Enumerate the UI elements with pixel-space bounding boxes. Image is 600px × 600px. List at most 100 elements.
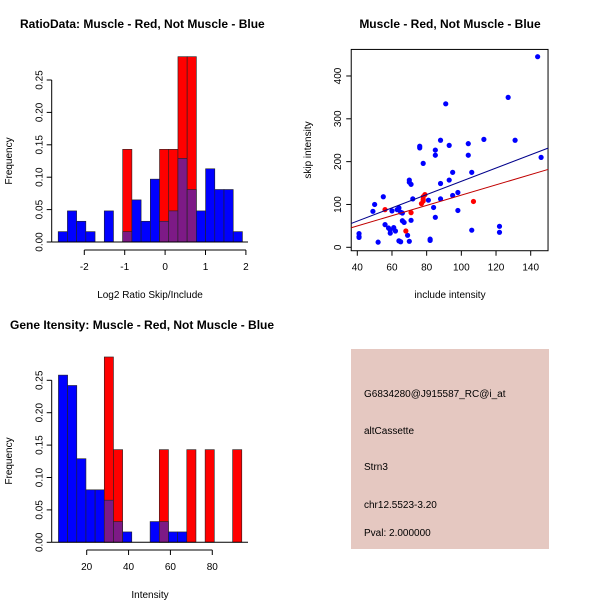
muscle-point — [408, 210, 414, 216]
bar-not-muscle — [177, 531, 188, 543]
intensity-histogram-ylabel: Frequency — [4, 437, 15, 484]
intensity-histogram: Gene Itensity: Muscle - Red, Not Muscle … — [4, 318, 274, 600]
x-tick-label: 80 — [421, 263, 433, 274]
muscle-point — [470, 198, 477, 205]
bar-muscle — [204, 449, 215, 543]
x-tick-label: 40 — [123, 562, 135, 573]
not-muscle-point — [406, 177, 412, 183]
x-tick-label: 0 — [162, 262, 168, 273]
bar-not-muscle — [67, 385, 78, 543]
not-muscle-point — [380, 194, 386, 200]
bar-not-muscle — [57, 231, 68, 243]
ratio-histogram-ylabel: Frequency — [4, 137, 15, 184]
y-tick-label: 0.00 — [35, 532, 46, 552]
bar-overlap — [159, 220, 170, 243]
bar-overlap — [113, 521, 123, 543]
bar-not-muscle — [140, 220, 151, 243]
not-muscle-point — [469, 227, 475, 233]
bar-not-muscle — [232, 231, 243, 243]
x-tick-label: -1 — [120, 262, 129, 273]
bar-not-muscle — [214, 189, 225, 243]
muscle-fit-line — [351, 168, 549, 229]
bar-not-muscle — [131, 199, 142, 243]
not-muscle-fit-line — [351, 147, 549, 224]
not-muscle-point — [382, 222, 388, 228]
intensity-histogram-title: Gene Itensity: Muscle - Red, Not Muscle … — [10, 318, 274, 332]
bar-overlap — [168, 210, 179, 243]
not-muscle-point — [437, 180, 444, 187]
x-tick-label: 120 — [488, 263, 505, 274]
y-tick-label: 100 — [333, 196, 344, 213]
not-muscle-point — [443, 101, 449, 107]
x-tick-label: 1 — [203, 262, 209, 273]
chromosome-location: chr12.5523-3.20 — [364, 500, 437, 511]
y-tick-label: 0.25 — [35, 70, 46, 90]
bar-overlap — [177, 158, 188, 243]
bar-not-muscle — [58, 374, 68, 543]
not-muscle-point — [437, 137, 444, 143]
intensity-histogram-xlabel: Intensity — [131, 590, 168, 600]
not-muscle-point — [535, 54, 541, 60]
y-tick-label: 400 — [333, 67, 344, 84]
not-muscle-point — [401, 219, 407, 226]
not-muscle-point — [408, 217, 414, 223]
y-tick-label: 0.00 — [35, 232, 46, 252]
bar-not-muscle — [94, 489, 105, 543]
y-tick-label: 0.15 — [35, 435, 46, 455]
y-tick-label: 200 — [333, 153, 344, 170]
info-panel-background — [351, 349, 549, 549]
x-tick-label: 2 — [243, 262, 249, 273]
not-muscle-point — [455, 189, 461, 196]
x-tick-label: 60 — [165, 562, 177, 573]
bar-overlap — [158, 521, 169, 543]
y-tick-label: 0.15 — [35, 135, 46, 155]
not-muscle-point — [356, 234, 362, 241]
y-tick-label: 0.10 — [35, 167, 46, 187]
ratio-histogram-title: RatioData: Muscle - Red, Not Muscle - Bl… — [20, 17, 265, 31]
not-muscle-point — [425, 197, 431, 203]
y-tick-label: 0.20 — [35, 403, 46, 423]
scatter-xlabel: include intensity — [414, 290, 485, 301]
gene-name: Strn3 — [364, 462, 388, 473]
x-tick-label: 80 — [207, 562, 219, 573]
not-muscle-point — [432, 147, 438, 153]
not-muscle-point — [375, 239, 381, 245]
x-tick-label: 60 — [386, 263, 398, 274]
not-muscle-point — [430, 204, 437, 211]
not-muscle-point — [396, 205, 402, 211]
not-muscle-point — [432, 214, 438, 220]
bar-not-muscle — [85, 489, 96, 543]
plot-box — [350, 48, 549, 252]
not-muscle-point — [481, 136, 487, 142]
bar-not-muscle — [149, 521, 160, 543]
not-muscle-point — [437, 196, 444, 202]
bar-not-muscle — [67, 210, 77, 243]
bar-not-muscle — [85, 231, 96, 243]
not-muscle-point — [387, 230, 393, 236]
scatter-title: Muscle - Red, Not Muscle - Blue — [359, 17, 541, 31]
bar-not-muscle — [223, 189, 234, 243]
not-muscle-point — [446, 142, 452, 148]
x-tick-label: -2 — [80, 262, 89, 273]
not-muscle-point — [505, 94, 511, 100]
muscle-point — [420, 198, 426, 204]
not-muscle-point — [427, 237, 433, 244]
ratio-histogram-xlabel: Log2 Ratio Skip/Include — [97, 290, 203, 301]
x-tick-label: 40 — [352, 263, 364, 274]
bar-overlap — [103, 499, 114, 543]
bar-not-muscle — [150, 178, 160, 243]
not-muscle-point — [408, 181, 414, 187]
not-muscle-point — [446, 177, 452, 183]
x-tick-label: 100 — [453, 263, 470, 274]
not-muscle-point — [372, 201, 378, 208]
not-muscle-point — [469, 169, 475, 175]
not-muscle-point — [512, 137, 518, 143]
not-muscle-point — [420, 160, 426, 166]
bar-muscle — [232, 449, 243, 543]
y-tick-label: 300 — [333, 110, 344, 127]
x-tick-label: 20 — [81, 562, 93, 573]
not-muscle-point — [389, 208, 395, 214]
y-tick-label: 0 — [333, 244, 344, 250]
info-panel: G6834280@J915587_RC@i_at altCassette Str… — [351, 349, 549, 549]
